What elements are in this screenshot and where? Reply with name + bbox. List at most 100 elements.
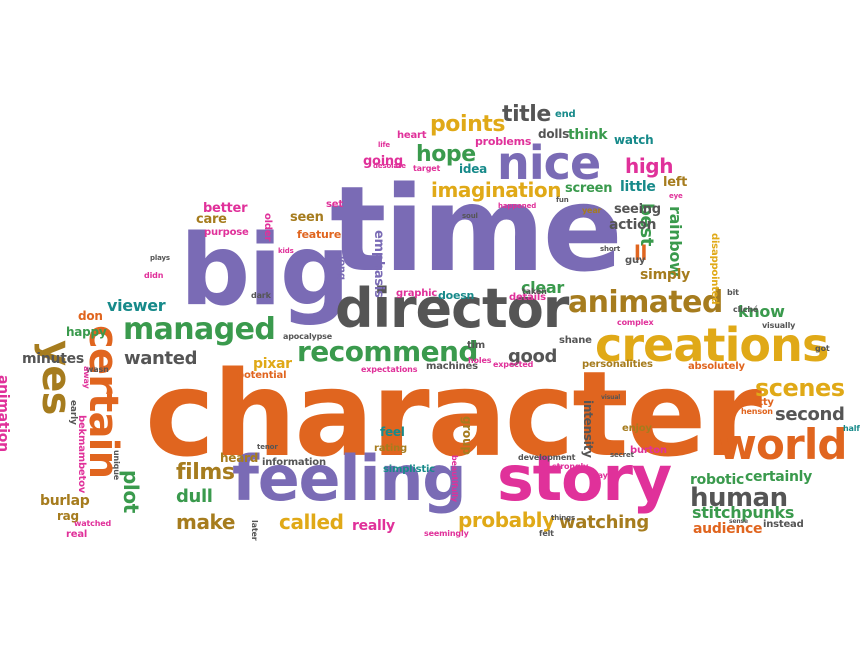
word-feeling: feeling (232, 442, 467, 515)
word-desolate: desolate (373, 162, 406, 170)
word-certainly: certainly (745, 469, 813, 485)
word-human: human (690, 483, 788, 513)
word-plays: plays (150, 254, 170, 262)
word-seemingly: seemingly (424, 529, 469, 538)
word-scenes: scenes (755, 374, 845, 402)
word-probably: probably (458, 508, 555, 532)
word-short: short (600, 245, 621, 253)
word-watching: watching (559, 512, 649, 533)
word-tenor: tenor (257, 443, 278, 451)
word-know: know (738, 302, 785, 321)
word-eye: eye (669, 192, 683, 200)
word-development: development (518, 453, 576, 462)
word-target: target (413, 164, 441, 173)
word-rating: rating (374, 443, 407, 454)
word-imagination: imagination (431, 178, 562, 202)
word-intensity: intensity (581, 400, 595, 458)
word-little: little (620, 179, 656, 195)
word-films: films (176, 460, 235, 485)
word-tim: tim (467, 340, 486, 351)
word-half: half (843, 424, 860, 433)
word-group: group (460, 416, 474, 455)
word-audience: audience (693, 521, 763, 537)
word-managed: managed (123, 312, 276, 347)
word-really: really (352, 518, 395, 534)
word-pretty: pretty (740, 397, 774, 408)
word-pixar: pixar (253, 356, 292, 372)
word-good: good (508, 346, 558, 367)
word-burton: burton (630, 445, 667, 456)
word-director: director (335, 277, 569, 340)
word-set: set (326, 199, 343, 210)
word-enjoy: enjoy (622, 423, 652, 434)
word-care: care (196, 212, 227, 227)
word-unique: unique (112, 450, 121, 481)
word-called: called (279, 510, 344, 534)
word-big: big (180, 214, 350, 328)
word-taken: taken (522, 287, 547, 296)
word-feel: feel (380, 425, 405, 439)
word-idea: idea (459, 162, 487, 176)
word-bekmambetov: bekmambetov (76, 415, 87, 494)
word-end: end (555, 109, 576, 120)
word-viewer: viewer (107, 296, 166, 315)
word-disappointed: disappointed (709, 233, 720, 305)
word-kids: kids (278, 247, 294, 255)
word-absolutely: absolutely (688, 361, 745, 372)
word-strongly: strongly (552, 462, 589, 471)
word-character: character (145, 345, 762, 483)
word-heard: heard (220, 451, 259, 465)
word-emphasis: emphasis (371, 230, 386, 298)
word-dull: dull (176, 486, 213, 507)
word-left: left (663, 175, 688, 190)
word-bit: bit (727, 288, 739, 297)
word-details: details (509, 292, 546, 303)
word-burlap: burlap (40, 493, 90, 509)
word-guy: guy (625, 255, 646, 266)
word-feature: feature (297, 228, 342, 241)
word-robotic: robotic (690, 472, 744, 488)
word-rainbow: rainbow (666, 206, 685, 277)
word-minutes: minutes (22, 351, 84, 367)
word-doesn: doesn (438, 289, 475, 302)
word-say: say (593, 471, 608, 480)
word-life: life (378, 141, 391, 149)
word-title: title (502, 102, 551, 127)
word-world: world (718, 420, 847, 469)
word-happy: happy (66, 325, 107, 339)
word-apocalypse: apocalypse (283, 332, 333, 341)
word-problems: problems (475, 135, 532, 148)
word-year: year (582, 206, 602, 215)
word-beautifully: beautifully (450, 455, 459, 502)
word-watched: watched (74, 519, 112, 528)
word-soul: soul (462, 212, 478, 220)
word-felt: felt (539, 529, 554, 538)
word-information: information (262, 457, 326, 468)
word-older: older (262, 213, 273, 242)
word-ll: ll (634, 241, 647, 265)
word-stitchpunks: stitchpunks (692, 503, 795, 522)
word-shane: shane (559, 335, 592, 346)
word-dolls: dolls (538, 127, 570, 141)
word-holes: holes (468, 356, 492, 365)
word-wanted: wanted (124, 348, 198, 369)
word-creations: creations (595, 318, 829, 372)
word-fun: fun (556, 196, 569, 204)
word-animated: animated (568, 285, 723, 320)
word-visual: visual (601, 394, 621, 401)
word-wasn: wasn (86, 365, 109, 374)
word-visually: visually (762, 321, 796, 330)
word-make: make (176, 510, 236, 534)
word-complex: complex (617, 318, 654, 327)
word-animation: animation (0, 375, 11, 452)
word-clear: clear (521, 278, 564, 297)
word-points: points (430, 112, 506, 137)
word-purpose: purpose (204, 227, 249, 238)
word-later: later (250, 520, 259, 541)
word-recommend: recommend (297, 335, 478, 368)
word-screen: screen (565, 181, 613, 196)
word-graphic: graphic (396, 288, 438, 299)
word-didn: didn (144, 271, 164, 280)
word-action: action (609, 217, 657, 233)
